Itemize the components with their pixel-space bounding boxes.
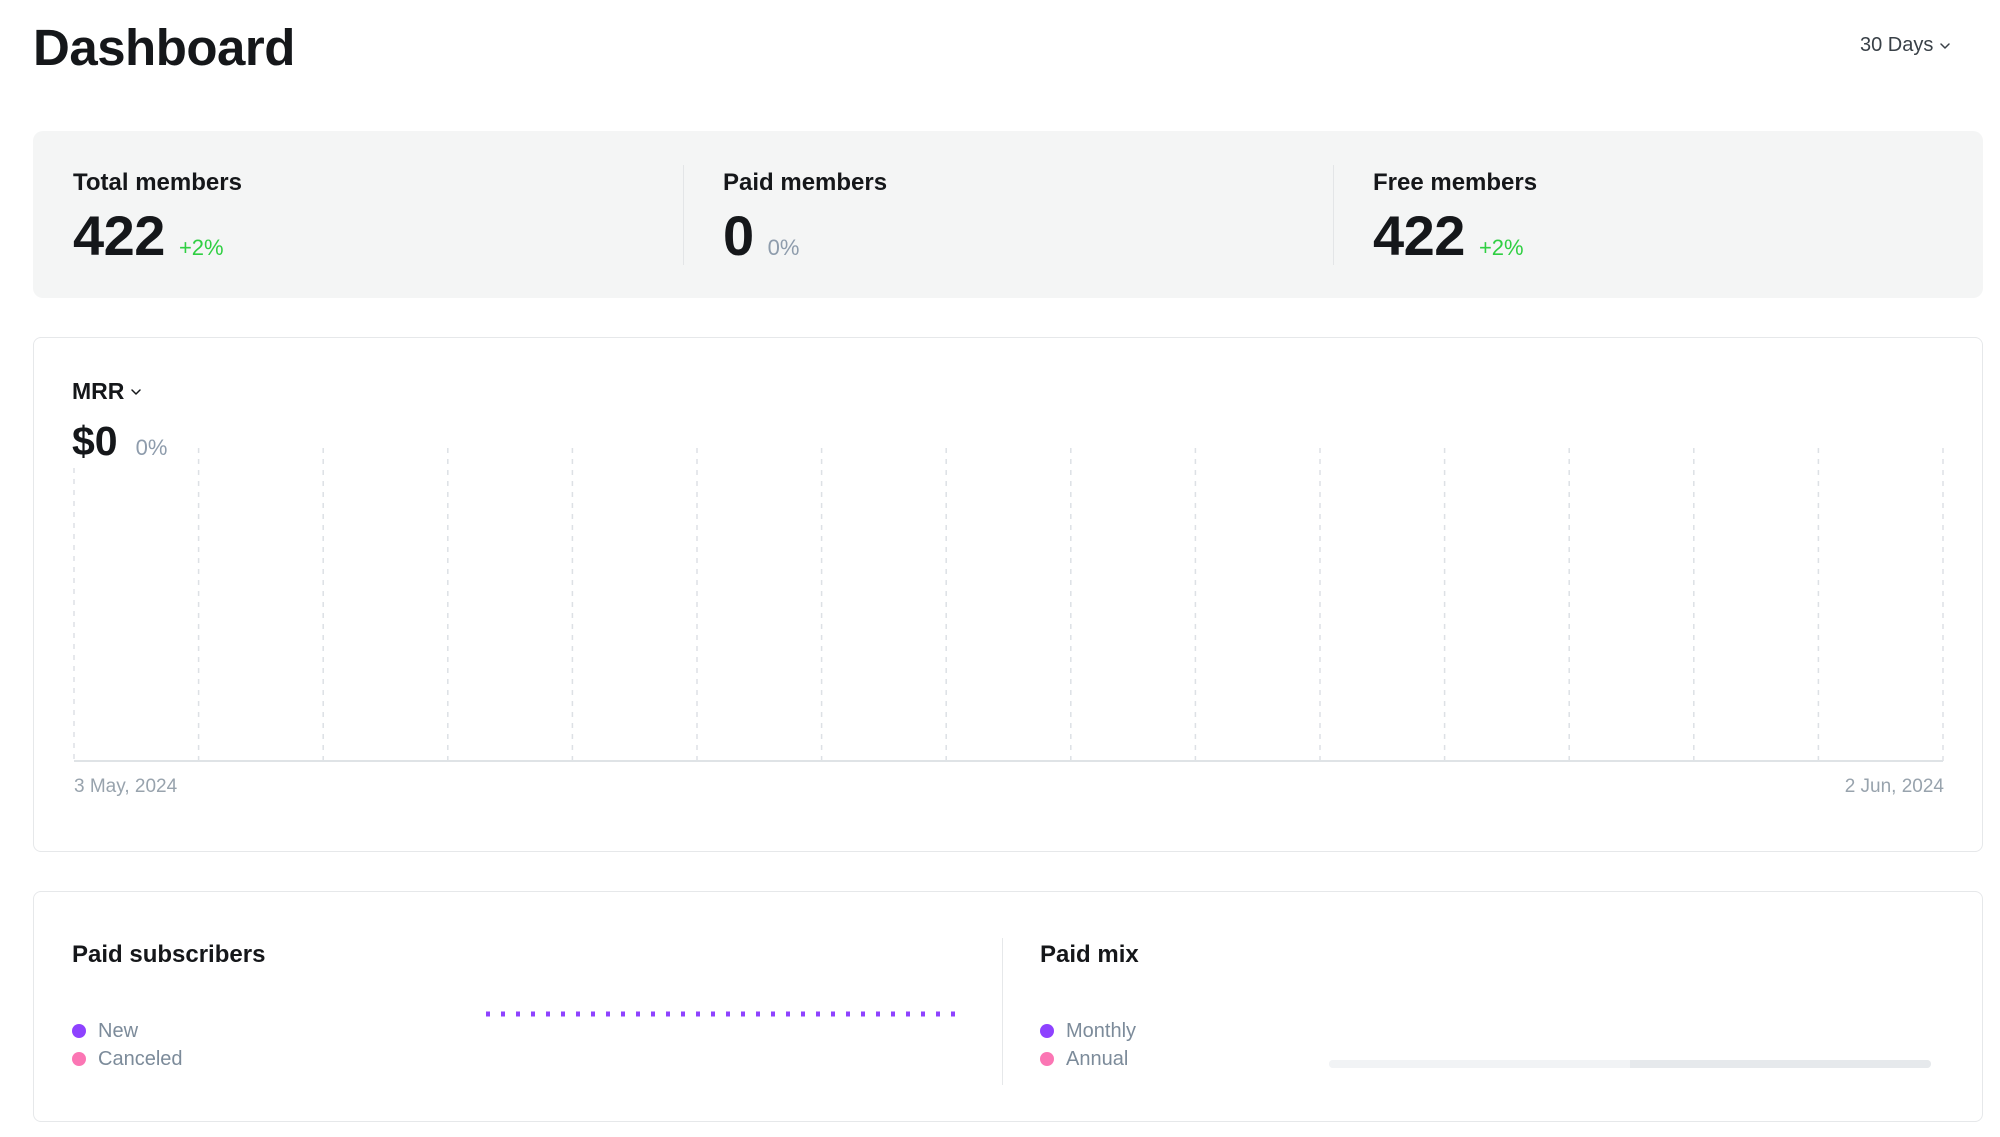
legend-label: Canceled <box>98 1047 183 1070</box>
section-divider <box>1002 938 1003 1085</box>
paid-mix-title: Paid mix <box>1040 941 1139 968</box>
legend-dot <box>1040 1024 1054 1038</box>
member-stats: Total members 422 +2% Paid members 0 0% … <box>33 131 1983 298</box>
stat-paid-members[interactable]: Paid members 0 0% <box>683 131 1333 298</box>
legend-dot <box>1040 1052 1054 1066</box>
mix-segment-annual <box>1630 1060 1931 1068</box>
date-range-label: 30 Days <box>1860 34 1934 56</box>
stat-label: Paid members <box>723 169 888 196</box>
stat-delta: 0% <box>767 235 800 260</box>
legend-label: Monthly <box>1066 1019 1137 1042</box>
stat-delta: +2% <box>1478 235 1524 260</box>
subscribers-card: Paid subscribers New Canceled Paid mix M… <box>33 891 1983 1122</box>
x-axis-end-label: 2 Jun, 2024 <box>1844 776 1944 797</box>
legend-dot <box>72 1024 86 1038</box>
paid-mix-legend: Monthly Annual <box>1040 1017 1136 1073</box>
stat-free-members[interactable]: Free members 422 +2% <box>1333 131 1983 298</box>
date-range-select[interactable]: 30 Days <box>1860 34 1951 57</box>
metric-label: MRR <box>72 378 125 404</box>
stat-label: Free members <box>1373 169 1538 196</box>
stat-label: Total members <box>73 169 242 196</box>
mrr-chart[interactable] <box>34 338 1984 853</box>
legend-item-canceled: Canceled <box>72 1045 183 1073</box>
paid-subscribers-chart[interactable] <box>482 1008 1002 1020</box>
legend-dot <box>72 1052 86 1066</box>
legend-label: New <box>98 1019 139 1042</box>
paid-subscribers-legend: New Canceled <box>72 1017 183 1073</box>
stat-value: 422 <box>1373 204 1465 267</box>
paid-mix-bar[interactable] <box>1329 1060 1931 1068</box>
x-axis-start-label: 3 May, 2024 <box>74 776 178 797</box>
paid-subscribers-title: Paid subscribers <box>72 941 266 968</box>
metric-select[interactable]: MRR <box>72 378 142 405</box>
page-title: Dashboard <box>33 19 295 76</box>
legend-item-monthly: Monthly <box>1040 1017 1136 1045</box>
mix-segment-monthly <box>1329 1060 1630 1068</box>
chevron-down-icon <box>131 388 142 395</box>
chart-grid <box>73 448 1944 761</box>
mrr-card: MRR $0 0% 3 May, 2024 2 Jun, 2024 <box>33 337 1983 852</box>
mrr-value: $0 <box>72 418 118 464</box>
stat-value: 0 <box>723 204 754 267</box>
legend-item-annual: Annual <box>1040 1045 1136 1073</box>
stat-value: 422 <box>73 204 165 267</box>
legend-label: Annual <box>1066 1047 1129 1070</box>
legend-item-new: New <box>72 1017 183 1045</box>
mrr-delta: 0% <box>135 435 168 460</box>
chevron-down-icon <box>1940 42 1951 49</box>
stat-delta: +2% <box>178 235 224 260</box>
stat-total-members[interactable]: Total members 422 +2% <box>33 131 683 298</box>
